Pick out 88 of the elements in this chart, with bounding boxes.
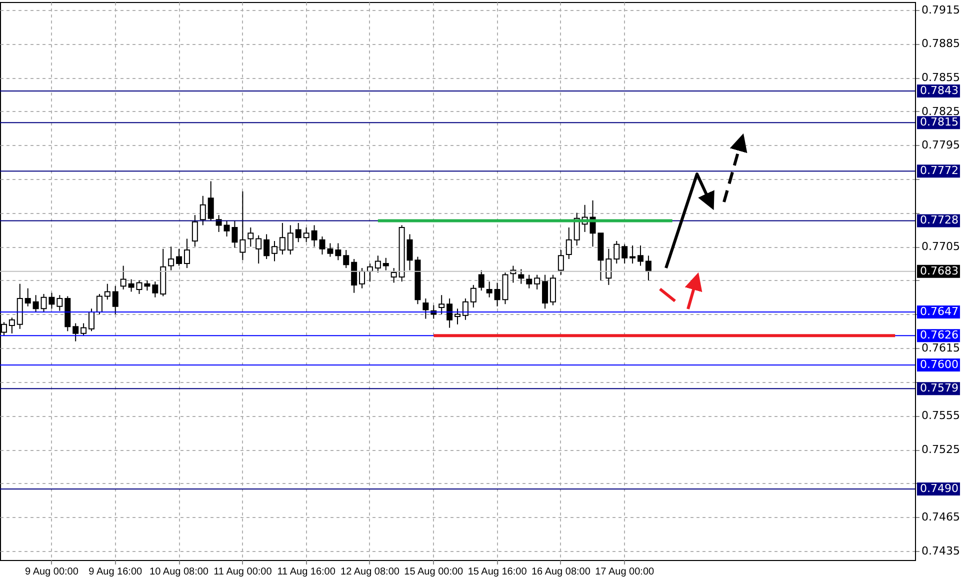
y-tick-label: 0.7795 <box>922 138 960 152</box>
ref-line-label: 0.7579 <box>920 382 958 395</box>
candlestick <box>550 274 556 306</box>
candlestick <box>478 270 484 292</box>
y-tick-label: 0.7555 <box>922 409 960 422</box>
candlestick <box>335 242 342 261</box>
candlestick <box>80 322 87 336</box>
ref-line-label: 0.7772 <box>920 164 958 178</box>
y-tick-label: 0.7615 <box>922 342 960 355</box>
candlestick <box>120 265 126 290</box>
candlestick <box>558 250 564 276</box>
candlestick <box>72 322 79 342</box>
candlestick <box>645 255 652 281</box>
y-tick-label: 0.7435 <box>922 544 960 558</box>
y-tick-label: 0.7885 <box>922 37 960 50</box>
candlestick <box>184 238 190 269</box>
candlestick <box>327 242 334 258</box>
candlestick <box>446 298 453 328</box>
candlestick <box>144 280 150 292</box>
candlestick <box>272 240 278 262</box>
ref-line-label: 0.7843 <box>920 84 958 98</box>
candlestick <box>168 246 174 271</box>
candlestick <box>287 224 294 256</box>
candlestick <box>359 268 366 289</box>
candlestick <box>438 294 445 315</box>
x-tick-label: 15 Aug 16:00 <box>468 566 528 578</box>
candlestick <box>208 180 214 222</box>
ref-line-label: 0.7626 <box>920 328 958 342</box>
candlestick <box>303 226 310 243</box>
candlestick <box>112 286 118 315</box>
ref-line-label: 0.7647 <box>920 305 958 318</box>
candlestick <box>638 244 644 266</box>
candlestick <box>630 244 636 264</box>
ref-line-label: 0.7728 <box>920 214 958 227</box>
x-tick-label: 10 Aug 08:00 <box>150 566 209 578</box>
candlestick <box>614 240 620 264</box>
ref-line-label: 0.7600 <box>920 358 958 371</box>
x-tick-label: 17 Aug 00:00 <box>595 566 654 578</box>
x-tick-label: 15 Aug 00:00 <box>404 566 464 578</box>
y-tick-label: 0.7465 <box>922 510 960 524</box>
candlestick <box>240 190 246 261</box>
candlestick <box>200 195 206 226</box>
x-tick-label: 16 Aug 08:00 <box>531 566 591 578</box>
y-tick-label: 0.7705 <box>922 240 960 254</box>
candlestick <box>56 294 63 312</box>
ref-line-label: 0.7815 <box>920 116 958 129</box>
candlestick <box>104 283 110 300</box>
candlestick <box>526 274 532 289</box>
candlestick <box>279 222 286 256</box>
candlestick <box>295 222 302 243</box>
y-tick-label: 0.7915 <box>922 3 960 16</box>
candlestick <box>343 250 350 269</box>
candlestick <box>176 248 182 266</box>
x-tick-label: 12 Aug 08:00 <box>340 566 400 578</box>
candlestick <box>8 317 15 334</box>
candlestick <box>470 284 476 308</box>
candlestick <box>534 274 540 290</box>
candlestick <box>264 234 270 260</box>
candlestick <box>32 294 39 312</box>
candlestick <box>486 281 492 298</box>
y-tick-label: 0.7825 <box>922 104 960 118</box>
candlestick <box>622 244 628 264</box>
candlestick <box>518 268 524 284</box>
candlestick <box>88 308 94 332</box>
candlestick <box>248 226 254 248</box>
candlestick <box>192 214 198 248</box>
candlestick <box>351 258 358 294</box>
candlestick <box>606 248 612 286</box>
y-tick-label: 0.7525 <box>922 443 960 456</box>
candlestick <box>24 288 31 307</box>
x-tick-label: 11 Aug 16:00 <box>277 566 336 578</box>
candlestick <box>454 308 460 325</box>
candlestick <box>422 298 429 320</box>
x-tick-label: 11 Aug 00:00 <box>214 566 272 578</box>
candlestick <box>462 298 468 320</box>
y-tick-label: 0.7855 <box>922 71 960 84</box>
ref-line-label: 0.7683 <box>920 264 958 278</box>
candlestick <box>390 268 397 284</box>
x-tick-label: 9 Aug 00:00 <box>25 566 79 578</box>
candlestick <box>256 234 262 264</box>
x-tick-label: 9 Aug 16:00 <box>88 566 142 578</box>
ref-line-label: 0.7490 <box>920 482 958 495</box>
candlestick <box>542 274 548 310</box>
candlestick <box>152 281 158 298</box>
candlestick <box>374 255 381 274</box>
candlestick <box>566 226 572 260</box>
candlestick <box>96 293 102 315</box>
candlestick <box>382 257 389 271</box>
